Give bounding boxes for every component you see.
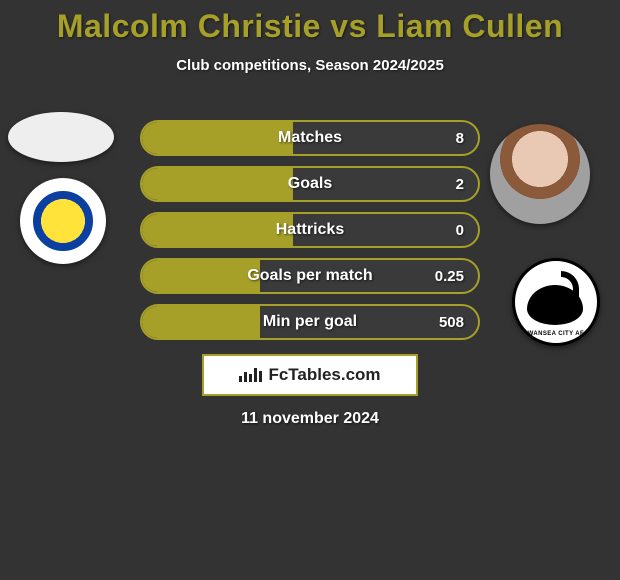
swansea-ring-text: SWANSEA CITY AFC: [523, 331, 589, 337]
stat-label: Min per goal: [142, 306, 478, 338]
stat-row: Goals per match0.25: [140, 258, 480, 294]
stat-value: 0: [456, 214, 464, 246]
date-label: 11 november 2024: [0, 410, 620, 428]
stat-label: Hattricks: [142, 214, 478, 246]
stat-row: Matches8: [140, 120, 480, 156]
stat-label: Matches: [142, 122, 478, 154]
stat-row: Hattricks0: [140, 212, 480, 248]
club-crest-right: SWANSEA CITY AFC: [512, 258, 600, 346]
page-title: Malcolm Christie vs Liam Cullen: [0, 0, 620, 45]
stat-label: Goals per match: [142, 260, 478, 292]
leeds-crest-icon: [33, 191, 93, 251]
brand-label: FcTables.com: [268, 365, 380, 385]
stat-row: Min per goal508: [140, 304, 480, 340]
player-left-avatar: [8, 112, 114, 162]
stat-value: 8: [456, 122, 464, 154]
stat-row: Goals2: [140, 166, 480, 202]
brand-badge: FcTables.com: [202, 354, 418, 396]
swansea-swan-icon: [521, 267, 591, 337]
club-crest-left: [20, 178, 106, 264]
stats-rows: Matches8Goals2Hattricks0Goals per match0…: [140, 120, 480, 350]
stat-value: 508: [439, 306, 464, 338]
chart-icon: [239, 368, 262, 382]
stat-label: Goals: [142, 168, 478, 200]
stat-value: 2: [456, 168, 464, 200]
subtitle: Club competitions, Season 2024/2025: [0, 57, 620, 74]
player-right-avatar: [490, 124, 590, 224]
stat-value: 0.25: [435, 260, 464, 292]
